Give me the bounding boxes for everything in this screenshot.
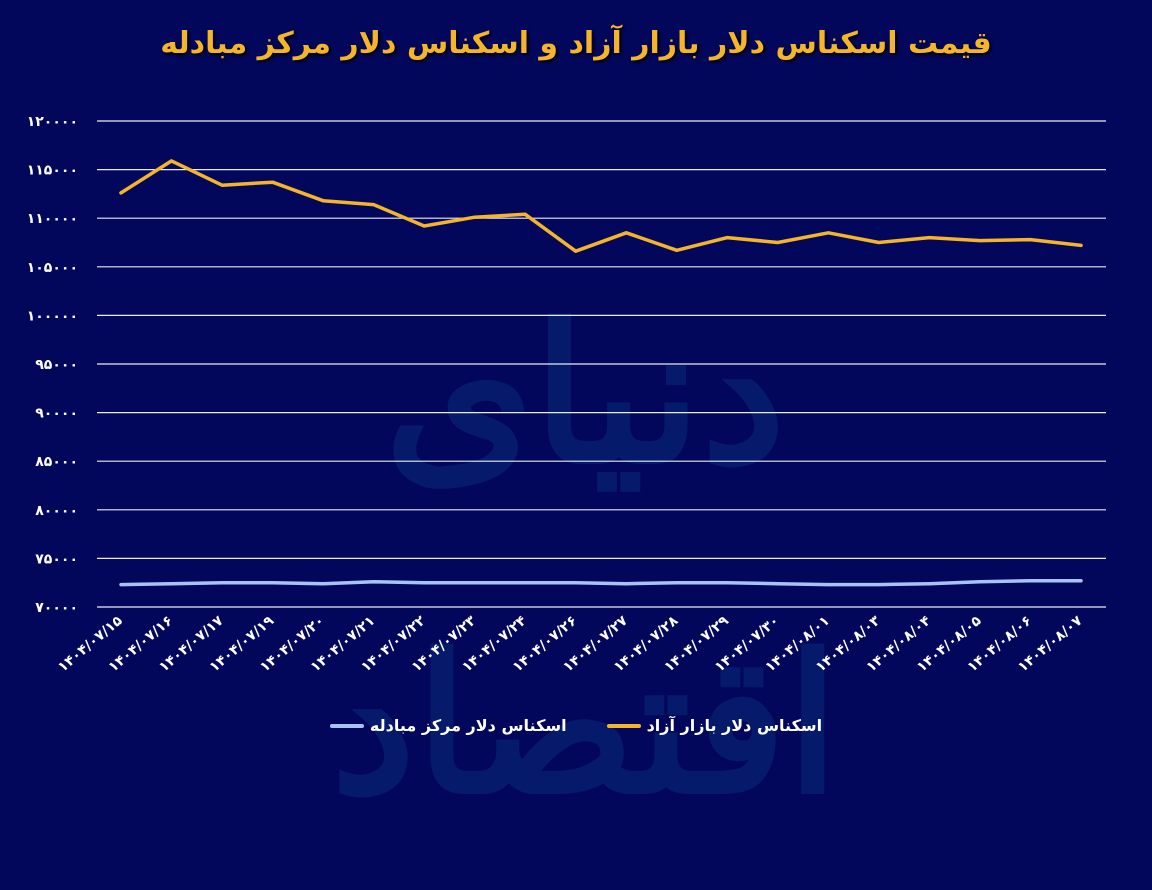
legend-item-free-market: اسکناس دلار بازار آزاد [606, 716, 823, 735]
y-tick-label: ۱۱۵۰۰۰ [27, 163, 78, 179]
y-tick-label: ۹۰۰۰۰ [35, 406, 78, 422]
legend-label: اسکناس دلار بازار آزاد [646, 716, 823, 735]
y-tick-label: ۸۵۰۰۰ [35, 454, 78, 470]
y-tick-label: ۸۰۰۰۰ [35, 503, 78, 519]
y-tick-label: ۷۰۰۰۰ [35, 600, 78, 616]
series-line [119, 579, 1083, 587]
series-lines [119, 159, 1083, 587]
y-tick-label: ۷۵۰۰۰ [35, 551, 78, 567]
y-axis-ticks: ۷۰۰۰۰ ۷۵۰۰۰ ۸۰۰۰۰ ۸۵۰۰۰ ۹۰۰۰۰ ۹۵۰۰۰ ۱۰۰۰۰۰ ۱۰۵۰… [27, 114, 78, 616]
y-tick-label: ۱۰۵۰۰۰ [27, 260, 78, 276]
line-chart: ۷۰۰۰۰ ۷۵۰۰۰ ۸۰۰۰۰ ۸۵۰۰۰ ۹۰۰۰۰ ۹۵۰۰۰ ۱۰۰۰۰۰ ۱۰۵۰… [27, 114, 1106, 676]
legend-item-exchange-center: اسکناس دلار مرکز مبادله [329, 716, 567, 735]
legend: اسکناس دلار بازار آزاد اسکناس دلار مرکز … [0, 716, 1152, 735]
y-tick-label: ۹۵۰۰۰ [35, 357, 78, 373]
y-tick-label: ۱۲۰۰۰۰ [27, 114, 78, 130]
gridlines [97, 120, 1106, 608]
legend-swatch-gold [606, 723, 641, 728]
legend-label: اسکناس دلار مرکز مبادله [369, 716, 567, 735]
y-tick-label: ۱۱۰۰۰۰ [27, 211, 78, 227]
chart-title: قیمت اسکناس دلار بازار آزاد و اسکناس دلا… [160, 26, 992, 61]
series-line [119, 159, 1083, 253]
x-axis-ticks: ۱۴۰۴/۰۷/۱۵۱۴۰۴/۰۷/۱۶۱۴۰۴/۰۷/۱۷۱۴۰۴/۰۷/۱۹… [55, 613, 1086, 676]
legend-swatch-lightblue [329, 723, 364, 728]
y-tick-label: ۱۰۰۰۰۰ [27, 308, 78, 324]
